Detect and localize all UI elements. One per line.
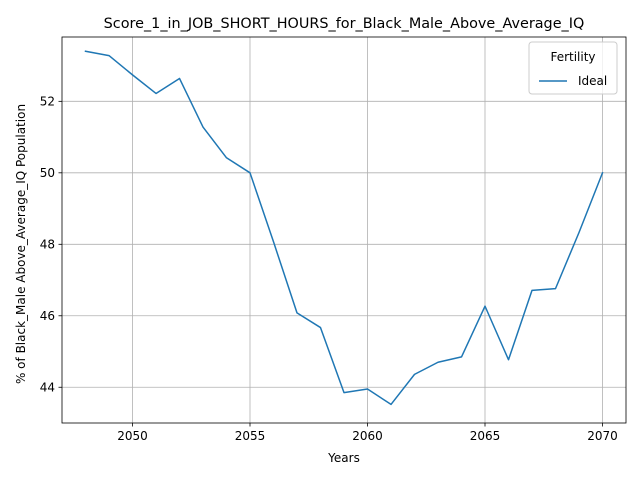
- x-tick-label: 2055: [235, 429, 266, 443]
- y-axis: 44 46 48 50 52: [40, 95, 62, 395]
- y-tick-label: 52: [40, 95, 55, 109]
- y-axis-label: % of Black_Male Above_Average_IQ Populat…: [14, 104, 28, 384]
- series-group: [84, 50, 604, 406]
- legend: Fertility Ideal: [528, 41, 618, 95]
- plot-frame: [61, 36, 627, 424]
- x-axis-label: Years: [327, 451, 360, 465]
- grid: [62, 37, 626, 423]
- y-tick-label: 50: [40, 166, 55, 180]
- x-tick-label: 2065: [470, 429, 501, 443]
- x-axis: 2050 2055 2060 2065 2070: [117, 423, 618, 443]
- x-tick-label: 2070: [587, 429, 618, 443]
- y-tick-label: 48: [40, 238, 55, 252]
- legend-title: Fertility: [550, 50, 595, 64]
- series-line-ideal: [84, 50, 604, 406]
- x-tick-label: 2050: [117, 429, 148, 443]
- y-tick-label: 44: [40, 381, 55, 395]
- y-tick-label: 46: [40, 309, 55, 323]
- chart-title: Score_1_in_JOB_SHORT_HOURS_for_Black_Mal…: [104, 16, 585, 32]
- legend-label-ideal: Ideal: [578, 74, 607, 88]
- x-tick-label: 2060: [352, 429, 383, 443]
